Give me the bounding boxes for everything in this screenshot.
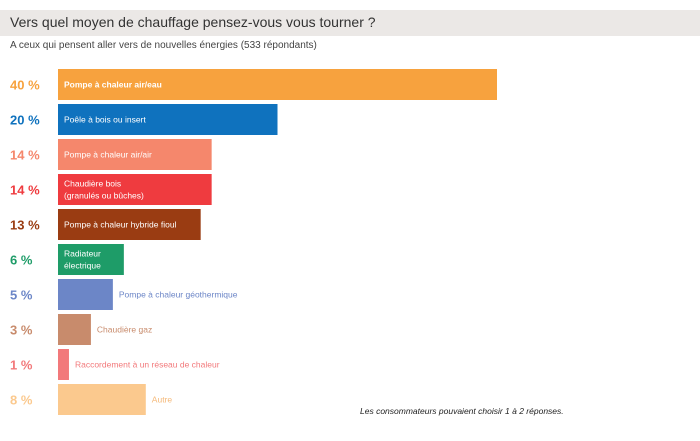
bar (58, 104, 278, 135)
category-label: Chaudière gaz (97, 325, 152, 335)
category-label: Pompe à chaleur géothermique (119, 290, 238, 300)
value-label: 5 % (10, 288, 33, 303)
bar (58, 174, 212, 205)
value-label: 14 % (10, 183, 40, 198)
category-label: Pompe à chaleur hybride fioul (64, 220, 177, 230)
value-label: 13 % (10, 218, 40, 233)
bar (58, 69, 497, 100)
bar (58, 279, 113, 310)
bar (58, 209, 201, 240)
category-label: Pompe à chaleur air/eau (64, 80, 162, 90)
chart-subtitle: A ceux qui pensent aller vers de nouvell… (10, 40, 317, 51)
bar (58, 384, 146, 415)
bar (58, 139, 212, 170)
bar (58, 314, 91, 345)
value-label: 8 % (10, 393, 33, 408)
category-label: Poêle à bois ou insert (64, 115, 146, 125)
chart-footnote: Les consommateurs pouvaient choisir 1 à … (360, 406, 564, 416)
category-label: Raccordement à un réseau de chaleur (75, 360, 220, 370)
category-label: Radiateur électrique (64, 249, 101, 271)
chart-title: Vers quel moyen de chauffage pensez-vous… (10, 14, 376, 30)
value-label: 6 % (10, 253, 33, 268)
category-label: Pompe à chaleur air/air (64, 150, 152, 160)
title-band (0, 10, 700, 36)
category-label: Autre (152, 395, 173, 405)
bar (58, 244, 124, 275)
value-label: 40 % (10, 78, 40, 93)
value-label: 14 % (10, 148, 40, 163)
bar (58, 349, 69, 380)
category-label: Chaudière bois (granulés ou bûches) (64, 179, 144, 201)
value-label: 3 % (10, 323, 33, 338)
value-label: 1 % (10, 358, 33, 373)
value-label: 20 % (10, 113, 40, 128)
